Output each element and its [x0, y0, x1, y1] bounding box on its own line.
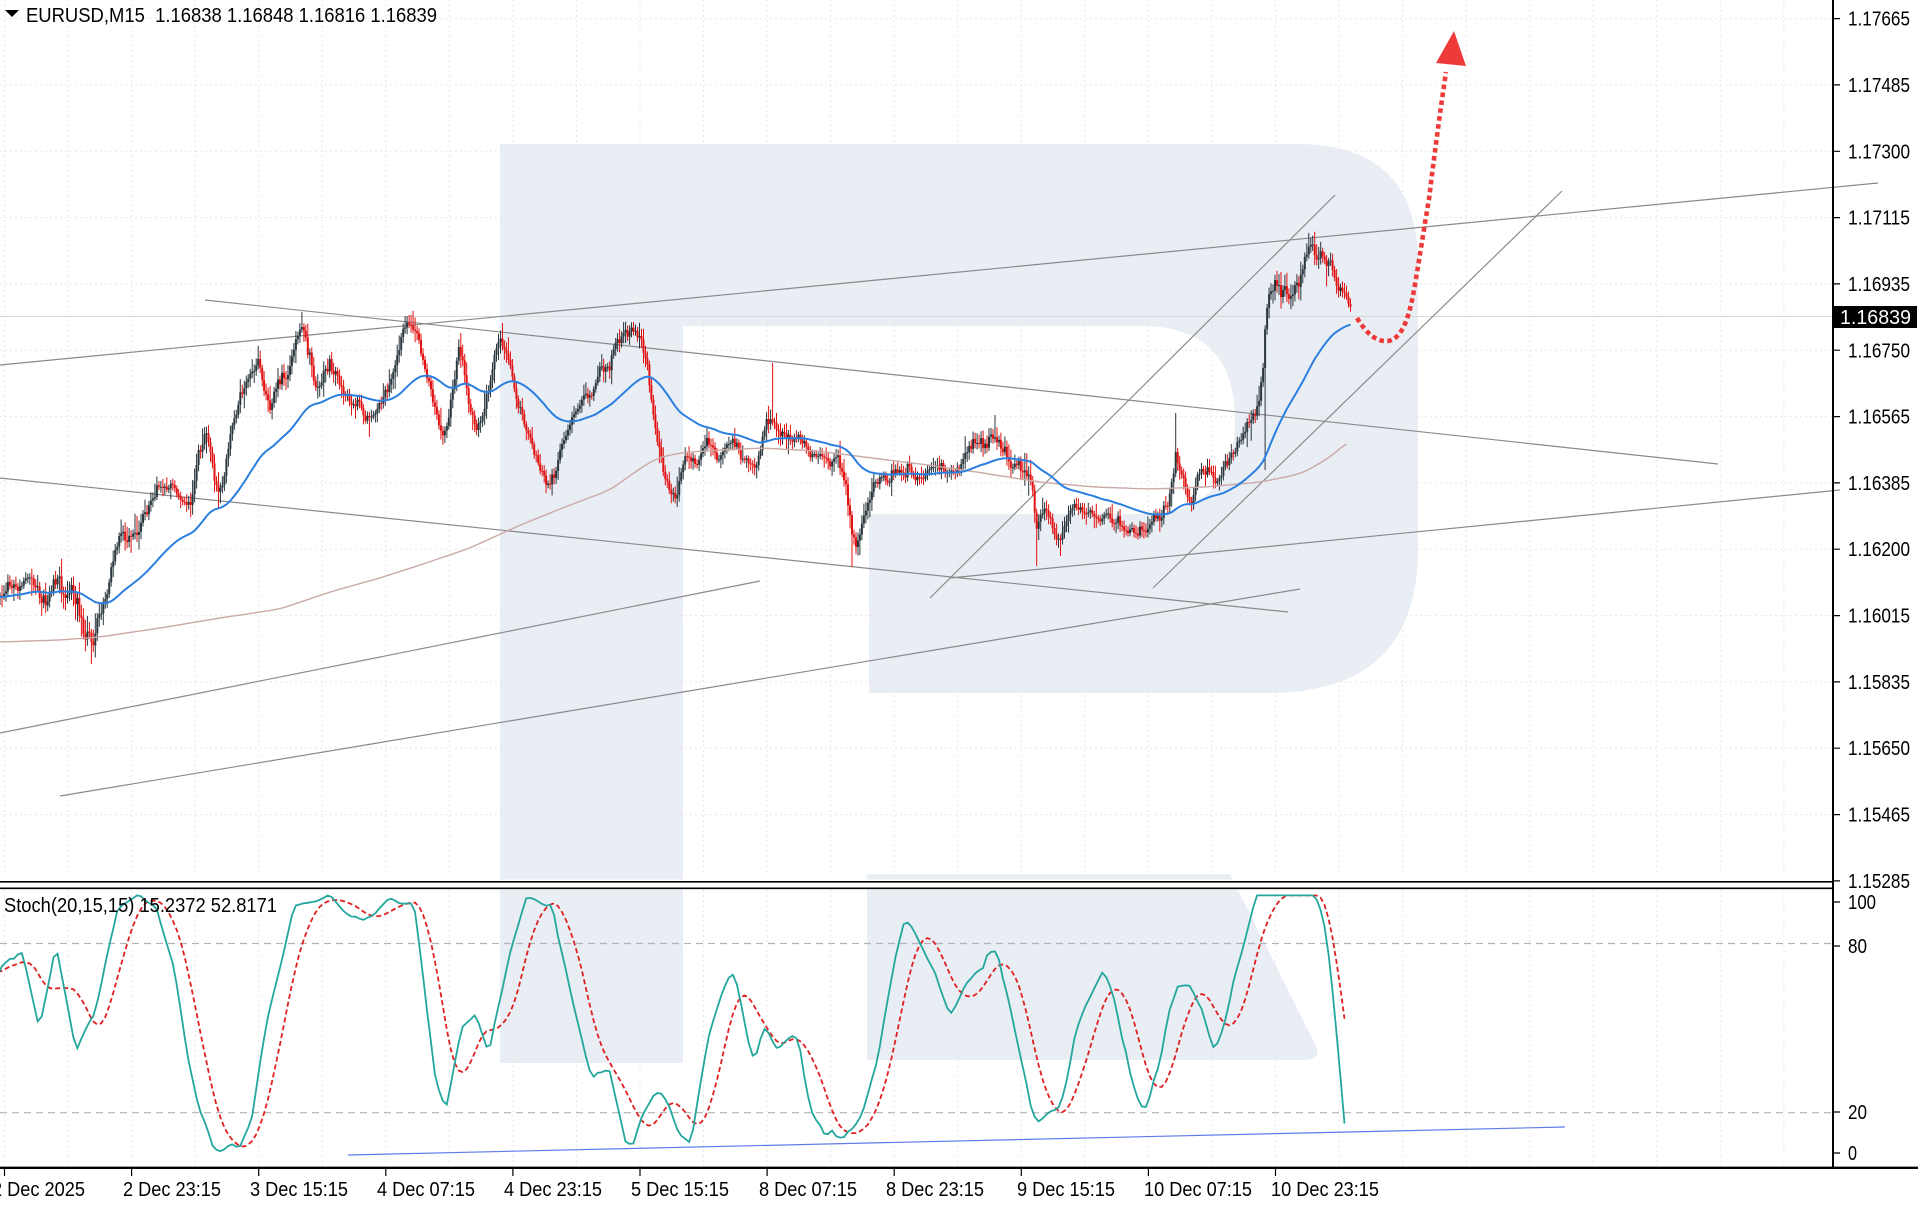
svg-text:8 Dec 23:15: 8 Dec 23:15 — [886, 1179, 984, 1201]
svg-text:100: 100 — [1848, 892, 1876, 914]
svg-text:1.16935: 1.16935 — [1848, 274, 1910, 296]
svg-text:3 Dec 15:15: 3 Dec 15:15 — [250, 1179, 348, 1201]
svg-text:10 Dec 07:15: 10 Dec 07:15 — [1144, 1179, 1252, 1201]
svg-text:9 Dec 15:15: 9 Dec 15:15 — [1017, 1179, 1115, 1201]
svg-text:1.15835: 1.15835 — [1848, 672, 1910, 694]
svg-text:2 Dec 23:15: 2 Dec 23:15 — [123, 1179, 221, 1201]
svg-text:1.15285: 1.15285 — [1848, 871, 1910, 893]
svg-text:4 Dec 07:15: 4 Dec 07:15 — [377, 1179, 475, 1201]
svg-text:1.17485: 1.17485 — [1848, 75, 1910, 97]
svg-text:Stoch(20,15,15) 15.2372 52.817: Stoch(20,15,15) 15.2372 52.8171 — [4, 895, 277, 917]
svg-text:10 Dec 23:15: 10 Dec 23:15 — [1271, 1179, 1379, 1201]
svg-text:1.16200: 1.16200 — [1848, 539, 1910, 561]
svg-text:0: 0 — [1848, 1143, 1857, 1165]
svg-text:8 Dec 07:15: 8 Dec 07:15 — [759, 1179, 857, 1201]
svg-text:1.15650: 1.15650 — [1848, 738, 1910, 760]
svg-text:80: 80 — [1848, 936, 1867, 958]
svg-text:1.16565: 1.16565 — [1848, 407, 1910, 429]
svg-text:1.15465: 1.15465 — [1848, 805, 1910, 827]
svg-text:EURUSD,M15 1.16838 1.16848 1.: EURUSD,M15 1.16838 1.16848 1.16816 1.168… — [26, 5, 437, 27]
svg-text:1.17115: 1.17115 — [1848, 208, 1910, 230]
svg-text:1.16385: 1.16385 — [1848, 473, 1910, 495]
svg-text:20: 20 — [1848, 1102, 1867, 1124]
svg-text:1.17300: 1.17300 — [1848, 141, 1910, 163]
svg-text:1.16015: 1.16015 — [1848, 606, 1910, 628]
svg-text:1.16750: 1.16750 — [1848, 340, 1910, 362]
svg-text:1.17665: 1.17665 — [1848, 9, 1910, 31]
svg-text:4 Dec 23:15: 4 Dec 23:15 — [504, 1179, 602, 1201]
svg-text:1.16839: 1.16839 — [1840, 307, 1911, 329]
svg-text:5 Dec 15:15: 5 Dec 15:15 — [631, 1179, 729, 1201]
svg-text:2 Dec 2025: 2 Dec 2025 — [0, 1179, 85, 1201]
